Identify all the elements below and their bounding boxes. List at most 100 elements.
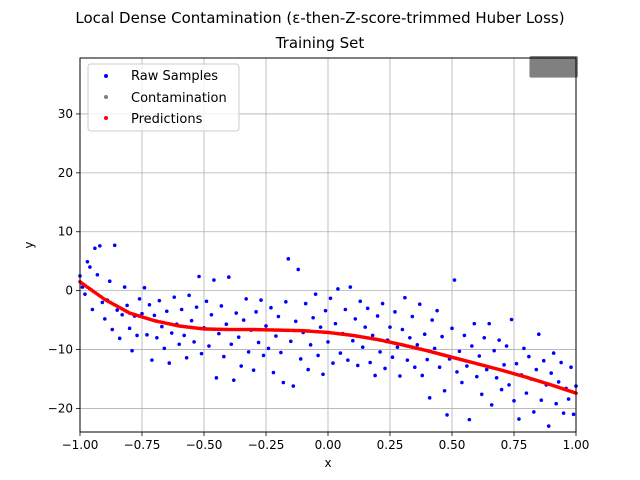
raw-sample-point bbox=[445, 413, 449, 417]
raw-sample-point bbox=[274, 334, 278, 338]
raw-sample-point bbox=[127, 326, 132, 331]
raw-sample-point bbox=[415, 343, 420, 347]
raw-sample-point bbox=[554, 401, 558, 406]
raw-sample-point bbox=[477, 354, 482, 358]
raw-sample-point bbox=[93, 246, 97, 251]
raw-sample-point bbox=[487, 321, 492, 326]
raw-sample-point bbox=[383, 366, 387, 371]
raw-sample-point bbox=[209, 312, 214, 317]
y-tick-label: −20 bbox=[48, 401, 73, 415]
raw-sample-point bbox=[122, 285, 127, 289]
raw-sample-point bbox=[321, 372, 325, 377]
raw-sample-point bbox=[422, 332, 427, 337]
raw-sample-point bbox=[388, 325, 392, 329]
raw-sample-point bbox=[561, 411, 566, 415]
raw-sample-point bbox=[150, 358, 154, 362]
raw-sample-point bbox=[192, 340, 196, 344]
raw-sample-point bbox=[189, 318, 194, 323]
raw-sample-point bbox=[219, 304, 224, 308]
raw-sample-point bbox=[358, 299, 363, 304]
raw-sample-point bbox=[137, 297, 142, 301]
raw-sample-point bbox=[452, 278, 457, 282]
raw-sample-point bbox=[465, 364, 469, 368]
raw-sample-point bbox=[286, 257, 291, 261]
raw-sample-point bbox=[393, 310, 397, 314]
raw-sample-point bbox=[537, 332, 541, 337]
raw-sample-point bbox=[130, 348, 134, 353]
raw-sample-point bbox=[348, 285, 353, 289]
raw-sample-point bbox=[534, 367, 539, 372]
contamination-points bbox=[529, 56, 578, 78]
legend-marker-predictions bbox=[104, 116, 108, 120]
y-tick-label: 20 bbox=[58, 166, 73, 180]
chart-title: Local Dense Contamination (ε-then-Z-scor… bbox=[75, 9, 565, 27]
raw-sample-point bbox=[351, 338, 355, 343]
y-axis-ticks: −20 −10 0 10 20 30 bbox=[48, 107, 80, 415]
raw-sample-point bbox=[169, 331, 174, 335]
raw-sample-point bbox=[271, 370, 276, 375]
raw-sample-point bbox=[569, 365, 573, 370]
raw-sample-point bbox=[172, 295, 177, 299]
raw-sample-point bbox=[112, 243, 117, 248]
raw-sample-point bbox=[373, 373, 377, 378]
raw-sample-point bbox=[326, 340, 330, 344]
raw-sample-point bbox=[539, 398, 544, 402]
raw-sample-point bbox=[432, 346, 437, 351]
raw-sample-point bbox=[413, 365, 417, 370]
raw-sample-point bbox=[571, 412, 576, 417]
raw-sample-point bbox=[214, 376, 219, 380]
x-tick-label: −0.50 bbox=[186, 438, 223, 452]
x-tick-label: −1.00 bbox=[62, 438, 99, 452]
raw-sample-point bbox=[353, 317, 358, 321]
raw-sample-point bbox=[318, 325, 323, 329]
y-axis-label: y bbox=[22, 241, 36, 248]
raw-sample-point bbox=[135, 333, 139, 338]
raw-sample-point bbox=[455, 370, 459, 374]
raw-sample-point bbox=[303, 301, 308, 306]
raw-sample-point bbox=[244, 297, 248, 301]
raw-sample-point bbox=[370, 333, 375, 338]
raw-sample-point bbox=[142, 285, 147, 290]
raw-sample-point bbox=[492, 348, 496, 353]
raw-sample-point bbox=[457, 349, 462, 354]
raw-sample-point bbox=[499, 387, 504, 392]
raw-sample-point bbox=[363, 325, 368, 329]
raw-sample-point bbox=[338, 351, 343, 355]
raw-sample-point bbox=[514, 361, 519, 366]
prediction-points bbox=[78, 280, 578, 395]
raw-sample-point bbox=[110, 327, 115, 332]
raw-sample-point bbox=[85, 259, 90, 264]
legend-label-predictions: Predictions bbox=[131, 112, 203, 127]
raw-sample-point bbox=[313, 292, 318, 296]
x-axis-ticks: −1.00 −0.75 −0.50 −0.25 0.00 0.25 0.50 0.75 1.00 bbox=[62, 432, 589, 452]
raw-sample-point bbox=[194, 305, 199, 309]
x-tick-label: −0.25 bbox=[248, 438, 285, 452]
raw-sample-point bbox=[482, 335, 487, 340]
raw-sample-point bbox=[199, 351, 204, 356]
raw-sample-point bbox=[556, 380, 561, 384]
raw-sample-point bbox=[177, 342, 181, 347]
raw-sample-point bbox=[390, 355, 395, 360]
raw-sample-point bbox=[566, 397, 571, 401]
raw-sample-point bbox=[212, 278, 216, 282]
raw-sample-point bbox=[410, 314, 415, 319]
raw-sample-point bbox=[107, 279, 112, 284]
raw-sample-point bbox=[497, 338, 501, 342]
raw-sample-point bbox=[346, 358, 350, 362]
raw-sample-point bbox=[368, 360, 372, 365]
raw-sample-point bbox=[179, 307, 184, 312]
raw-sample-point bbox=[145, 333, 149, 337]
raw-sample-point bbox=[234, 311, 239, 315]
raw-sample-point bbox=[472, 321, 477, 326]
raw-sample-points bbox=[78, 243, 578, 428]
raw-sample-point bbox=[311, 315, 315, 320]
x-tick-label: 0.00 bbox=[315, 438, 342, 452]
raw-sample-point bbox=[100, 300, 105, 305]
raw-sample-point bbox=[284, 300, 288, 304]
raw-sample-point bbox=[229, 342, 234, 347]
raw-sample-point bbox=[484, 367, 489, 372]
raw-sample-point bbox=[417, 302, 422, 306]
raw-sample-point bbox=[541, 358, 546, 363]
raw-sample-point bbox=[251, 368, 256, 372]
raw-sample-point bbox=[264, 324, 268, 328]
